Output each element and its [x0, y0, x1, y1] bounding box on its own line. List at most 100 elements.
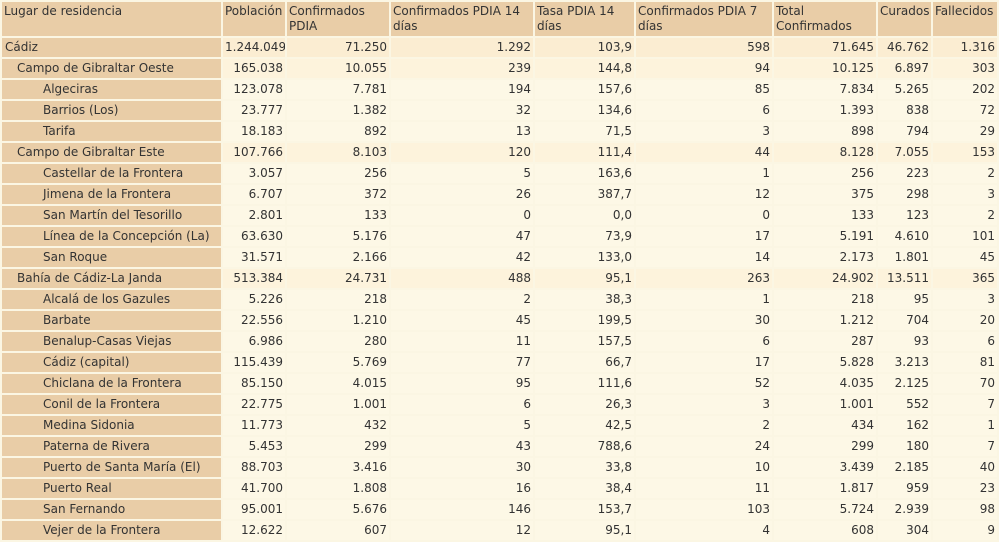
- confirmados-14-dias-cell: 12: [391, 521, 533, 540]
- tasa-14-dias-cell: 38,4: [535, 479, 634, 498]
- lugar-cell: Línea de la Concepción (La): [2, 227, 221, 246]
- column-header-confirmados-14-dias[interactable]: Confirmados PDIA 14 días: [391, 2, 533, 36]
- column-header-confirmados-7-dias[interactable]: Confirmados PDIA 7 días: [636, 2, 772, 36]
- fallecidos-cell: 72: [933, 101, 997, 120]
- confirmados-14-dias-cell: 6: [391, 395, 533, 414]
- confirmados-pdia-cell: 4.015: [287, 374, 389, 393]
- tasa-14-dias-cell: 144,8: [535, 59, 634, 78]
- table-row: San Roque 31.571 2.166 42 133,0 14 2.173 1.801 4…: [2, 248, 997, 267]
- column-header-fallecidos[interactable]: Fallecidos: [933, 2, 997, 36]
- column-header-lugar[interactable]: Lugar de residencia: [2, 2, 221, 36]
- confirmados-14-dias-cell: 120: [391, 143, 533, 162]
- confirmados-7-dias-cell: 3: [636, 395, 772, 414]
- confirmados-7-dias-cell: 85: [636, 80, 772, 99]
- fallecidos-cell: 40: [933, 458, 997, 477]
- confirmados-14-dias-cell: 30: [391, 458, 533, 477]
- table-row: Línea de la Concepción (La) 63.630 5.176 47…: [2, 227, 997, 246]
- curados-cell: 95: [878, 290, 931, 309]
- poblacion-cell: 165.038: [223, 59, 285, 78]
- tasa-14-dias-cell: 788,6: [535, 437, 634, 456]
- tasa-14-dias-cell: 71,5: [535, 122, 634, 141]
- total-confirmados-cell: 4.035: [774, 374, 876, 393]
- poblacion-cell: 513.384: [223, 269, 285, 288]
- fallecidos-cell: 1: [933, 416, 997, 435]
- fallecidos-cell: 29: [933, 122, 997, 141]
- fallecidos-cell: 202: [933, 80, 997, 99]
- confirmados-14-dias-cell: 0: [391, 206, 533, 225]
- confirmados-pdia-cell: 71.250: [287, 38, 389, 57]
- table-row: Barrios (Los) 23.777 1.382 32 134,6 6 1.393 838…: [2, 101, 997, 120]
- fallecidos-cell: 3: [933, 185, 997, 204]
- confirmados-7-dias-cell: 52: [636, 374, 772, 393]
- column-header-confirmados-pdia[interactable]: Confirmados PDIA: [287, 2, 389, 36]
- tasa-14-dias-cell: 95,1: [535, 269, 634, 288]
- total-confirmados-cell: 434: [774, 416, 876, 435]
- table-row: Campo de Gibraltar Oeste 165.038 10.055 239…: [2, 59, 997, 78]
- fallecidos-cell: 3: [933, 290, 997, 309]
- total-confirmados-cell: 71.645: [774, 38, 876, 57]
- total-confirmados-cell: 256: [774, 164, 876, 183]
- lugar-cell: Algeciras: [2, 80, 221, 99]
- lugar-cell: Conil de la Frontera: [2, 395, 221, 414]
- poblacion-cell: 88.703: [223, 458, 285, 477]
- lugar-cell: Puerto de Santa María (El): [2, 458, 221, 477]
- column-header-total-confirmados[interactable]: Total Confirmados: [774, 2, 876, 36]
- confirmados-7-dias-cell: 12: [636, 185, 772, 204]
- poblacion-cell: 31.571: [223, 248, 285, 267]
- confirmados-pdia-cell: 280: [287, 332, 389, 351]
- confirmados-7-dias-cell: 598: [636, 38, 772, 57]
- confirmados-7-dias-cell: 103: [636, 500, 772, 519]
- confirmados-pdia-cell: 1.808: [287, 479, 389, 498]
- column-header-tasa-14-dias[interactable]: Tasa PDIA 14 días: [535, 2, 634, 36]
- lugar-cell: Vejer de la Frontera: [2, 521, 221, 540]
- tasa-14-dias-cell: 103,9: [535, 38, 634, 57]
- confirmados-14-dias-cell: 1.292: [391, 38, 533, 57]
- column-header-poblacion[interactable]: Población: [223, 2, 285, 36]
- confirmados-pdia-cell: 133: [287, 206, 389, 225]
- column-header-curados[interactable]: Curados: [878, 2, 931, 36]
- total-confirmados-cell: 24.902: [774, 269, 876, 288]
- table-row: Algeciras 123.078 7.781 194 157,6 85 7.834 5.26…: [2, 80, 997, 99]
- table-row: Tarifa 18.183 892 13 71,5 3 898 794 29: [2, 122, 997, 141]
- fallecidos-cell: 365: [933, 269, 997, 288]
- curados-cell: 2.185: [878, 458, 931, 477]
- fallecidos-cell: 101: [933, 227, 997, 246]
- confirmados-14-dias-cell: 11: [391, 332, 533, 351]
- curados-cell: 298: [878, 185, 931, 204]
- fallecidos-cell: 7: [933, 437, 997, 456]
- confirmados-14-dias-cell: 77: [391, 353, 533, 372]
- total-confirmados-cell: 133: [774, 206, 876, 225]
- curados-cell: 162: [878, 416, 931, 435]
- confirmados-pdia-cell: 7.781: [287, 80, 389, 99]
- table-row: Barbate 22.556 1.210 45 199,5 30 1.212 704 20: [2, 311, 997, 330]
- table-row: Cádiz (capital) 115.439 5.769 77 66,7 17 5.828…: [2, 353, 997, 372]
- lugar-cell: Paterna de Rivera: [2, 437, 221, 456]
- lugar-cell: Tarifa: [2, 122, 221, 141]
- confirmados-7-dias-cell: 6: [636, 332, 772, 351]
- confirmados-7-dias-cell: 30: [636, 311, 772, 330]
- fallecidos-cell: 20: [933, 311, 997, 330]
- confirmados-7-dias-cell: 17: [636, 353, 772, 372]
- lugar-cell: Puerto Real: [2, 479, 221, 498]
- lugar-cell: Campo de Gibraltar Este: [2, 143, 221, 162]
- poblacion-cell: 3.057: [223, 164, 285, 183]
- confirmados-pdia-cell: 10.055: [287, 59, 389, 78]
- tasa-14-dias-cell: 157,5: [535, 332, 634, 351]
- total-confirmados-cell: 299: [774, 437, 876, 456]
- total-confirmados-cell: 8.128: [774, 143, 876, 162]
- table-row: Puerto de Santa María (El) 88.703 3.416 30 3…: [2, 458, 997, 477]
- total-confirmados-cell: 1.001: [774, 395, 876, 414]
- table-row: Castellar de la Frontera 3.057 256 5 163,6 1 2…: [2, 164, 997, 183]
- lugar-cell: Jimena de la Frontera: [2, 185, 221, 204]
- poblacion-cell: 123.078: [223, 80, 285, 99]
- curados-cell: 552: [878, 395, 931, 414]
- confirmados-pdia-cell: 1.001: [287, 395, 389, 414]
- tasa-14-dias-cell: 26,3: [535, 395, 634, 414]
- tasa-14-dias-cell: 38,3: [535, 290, 634, 309]
- fallecidos-cell: 9: [933, 521, 997, 540]
- total-confirmados-cell: 7.834: [774, 80, 876, 99]
- poblacion-cell: 22.775: [223, 395, 285, 414]
- poblacion-cell: 18.183: [223, 122, 285, 141]
- table-row: San Fernando 95.001 5.676 146 153,7 103 5.724 2…: [2, 500, 997, 519]
- poblacion-cell: 22.556: [223, 311, 285, 330]
